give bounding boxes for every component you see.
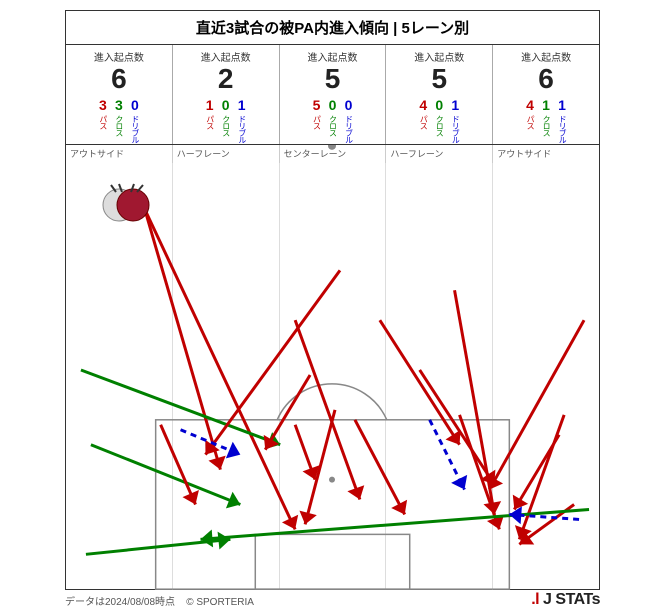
stat-total: 5 <box>388 64 490 95</box>
stat-pass: 4パス <box>526 97 534 143</box>
stat-dribble: 1ドリブル <box>558 97 566 143</box>
footer-left: データは2024/08/08時点 © SPORTERIA <box>65 593 254 608</box>
stat-total: 5 <box>282 64 384 95</box>
chart-title: 直近3試合の被PA内進入傾向 | 5レーン別 <box>66 11 599 45</box>
pass-arrow-20 <box>514 435 559 510</box>
stat-pass: 5パス <box>312 97 320 143</box>
stat-total: 6 <box>495 64 597 95</box>
stat-sub-row: 1パス 0クロス 1ドリブル <box>175 97 277 143</box>
lane-stat-1: 進入起点数 2 1パス 0クロス 1ドリブル <box>173 45 280 144</box>
pass-arrow-9 <box>265 375 310 450</box>
chart-frame: 直近3試合の被PA内進入傾向 | 5レーン別 進入起点数 6 3パス 3クロス … <box>65 10 600 590</box>
stat-pass: 3パス <box>99 97 107 143</box>
pitch-area: アウトサイドハーフレーンセンターレーンハーフレーンアウトサイド <box>66 145 599 590</box>
pass-arrow-6 <box>205 270 339 454</box>
pass-arrow-19 <box>519 415 564 540</box>
pass-arrow-15 <box>420 370 495 485</box>
stat-label: 進入起点数 <box>282 49 384 64</box>
stat-sub-row: 4パス 0クロス 1ドリブル <box>388 97 490 143</box>
stat-sub-row: 5パス 0クロス 0ドリブル <box>282 97 384 143</box>
stat-sub-row: 3パス 3クロス 0ドリブル <box>68 97 170 143</box>
pass-arrow-11 <box>355 420 405 515</box>
stat-dribble: 1ドリブル <box>238 97 246 143</box>
pass-arrow-18 <box>489 320 584 489</box>
brand-logo: .l J STATs <box>531 591 600 609</box>
stat-dribble: 0ドリブル <box>131 97 139 143</box>
stat-cross: 0クロス <box>435 97 443 143</box>
lane-stat-0: 進入起点数 6 3パス 3クロス 0ドリブル <box>66 45 173 144</box>
stat-cross: 0クロス <box>222 97 230 143</box>
lane-stats-row: 進入起点数 6 3パス 3クロス 0ドリブル 進入起点数 2 1パス 0クロス … <box>66 45 599 145</box>
stat-sub-row: 4パス 1クロス 1ドリブル <box>495 97 597 143</box>
stat-pass: 4パス <box>419 97 427 143</box>
lane-label-0: アウトサイド <box>66 145 173 163</box>
lane-label-2: センターレーン <box>280 145 387 163</box>
cross-arrow-3 <box>91 445 240 505</box>
lane-label-4: アウトサイド <box>493 145 599 163</box>
stat-label: 進入起点数 <box>68 49 170 64</box>
lane-stat-4: 進入起点数 6 4パス 1クロス 1ドリブル <box>493 45 599 144</box>
stat-total: 2 <box>175 64 277 95</box>
stat-cross: 3クロス <box>115 97 123 143</box>
lane-stat-2: 進入起点数 5 5パス 0クロス 0ドリブル <box>280 45 387 144</box>
stat-label: 進入起点数 <box>388 49 490 64</box>
footer-date: データは2024/08/08時点 <box>65 597 175 608</box>
lane-label-3: ハーフレーン <box>386 145 493 163</box>
stat-dribble: 0ドリブル <box>344 97 352 143</box>
stat-dribble: 1ドリブル <box>451 97 459 143</box>
lane-stat-3: 進入起点数 5 4パス 0クロス 1ドリブル <box>386 45 493 144</box>
lane-label-1: ハーフレーン <box>173 145 280 163</box>
stat-pass: 1パス <box>206 97 214 143</box>
lane-labels-row: アウトサイドハーフレーンセンターレーンハーフレーンアウトサイド <box>66 145 599 163</box>
stat-cross: 0クロス <box>328 97 336 143</box>
stat-label: 進入起点数 <box>495 49 597 64</box>
footer-copyright: © SPORTERIA <box>186 597 254 608</box>
stat-total: 6 <box>68 64 170 95</box>
team-logo <box>101 180 151 230</box>
cross-arrow-2 <box>81 370 280 445</box>
stat-cross: 1クロス <box>542 97 550 143</box>
stat-label: 進入起点数 <box>175 49 277 64</box>
pass-arrow-13 <box>380 320 460 445</box>
pass-arrow-5 <box>161 425 196 505</box>
footer: データは2024/08/08時点 © SPORTERIA .l J STATs <box>65 591 600 609</box>
